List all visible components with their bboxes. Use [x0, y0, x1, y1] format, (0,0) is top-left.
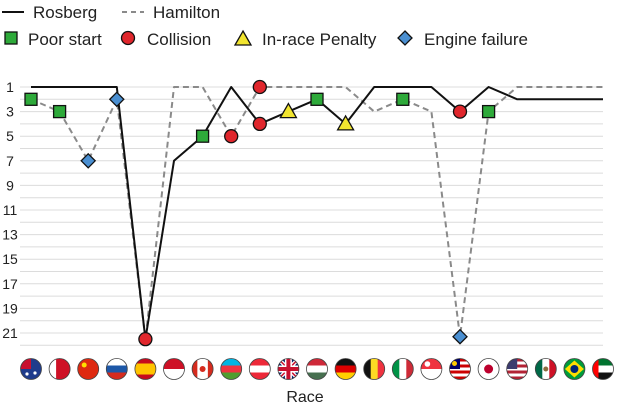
poor-start-marker [52, 104, 67, 119]
y-tick-label: 11 [3, 202, 18, 218]
legend-collision-label: Collision [147, 30, 211, 49]
bahrain-flag [48, 358, 71, 380]
poor-start-marker [481, 104, 496, 119]
brazil-flag [563, 358, 586, 380]
y-tick-label: 15 [2, 251, 18, 267]
russia-flag [105, 358, 128, 380]
y-tick-label: 3 [6, 104, 14, 120]
australia-flag [20, 358, 42, 380]
y-tick-label: 5 [6, 128, 14, 144]
poor-start-marker [396, 92, 410, 106]
penalty-marker [279, 102, 298, 119]
series-line-rosberg [31, 86, 603, 341]
engine-failure-marker [108, 91, 125, 108]
legend: Rosberg Hamilton Poor start Collision In… [2, 3, 528, 49]
italy-flag [391, 358, 414, 380]
y-tick-label: 17 [2, 276, 18, 292]
legend-engine-failure-label: Engine failure [424, 30, 528, 49]
y-tick-label: 19 [2, 300, 18, 316]
legend-engine-failure-icon [397, 30, 413, 46]
malaysia-flag [449, 358, 471, 380]
x-axis-flags [20, 358, 614, 380]
poor-start-marker [195, 129, 210, 143]
y-tick-label: 13 [2, 227, 18, 243]
japan-flag [477, 358, 500, 380]
x-axis-label: Race [286, 389, 323, 406]
legend-rosberg-label: Rosberg [33, 3, 97, 22]
spain-flag [134, 358, 157, 380]
legend-poor-start-label: Poor start [28, 30, 102, 49]
mexico-flag [534, 358, 557, 380]
hungary-flag [306, 358, 328, 380]
engine-failure-marker [80, 152, 97, 169]
legend-penalty-label: In-race Penalty [262, 30, 377, 49]
event-markers [24, 79, 496, 347]
collision-marker [252, 79, 267, 95]
legend-poor-start-icon [4, 31, 18, 45]
poor-start-marker [310, 92, 324, 106]
uae-flag [592, 358, 614, 380]
germany-flag [334, 358, 357, 380]
monaco-flag [163, 358, 185, 380]
engine-failure-marker [452, 328, 468, 345]
collision-marker [138, 331, 153, 347]
y-tick-label: 9 [6, 177, 14, 193]
y-tick-label: 21 [2, 325, 18, 341]
usa-flag [506, 358, 529, 380]
collision-marker [452, 104, 468, 119]
canada-flag [191, 358, 214, 380]
singapore-flag [420, 358, 443, 380]
legend-penalty-icon [233, 29, 253, 46]
series-lines [30, 86, 603, 341]
china-flag [77, 358, 100, 380]
legend-collision-icon [120, 30, 136, 46]
series-line-hamilton [30, 86, 603, 341]
collision-marker [252, 116, 267, 132]
y-tick-label: 7 [6, 153, 14, 169]
collision-marker [224, 129, 239, 144]
legend-hamilton-label: Hamilton [153, 3, 220, 22]
grid [20, 86, 603, 346]
azerbaijan-flag [220, 358, 243, 380]
penalty-marker [336, 114, 355, 131]
y-tick-label: 1 [6, 79, 14, 95]
austria-flag [248, 358, 271, 380]
belgium-flag [363, 358, 386, 380]
poor-start-marker [24, 92, 38, 106]
great-britain-flag [277, 358, 300, 380]
